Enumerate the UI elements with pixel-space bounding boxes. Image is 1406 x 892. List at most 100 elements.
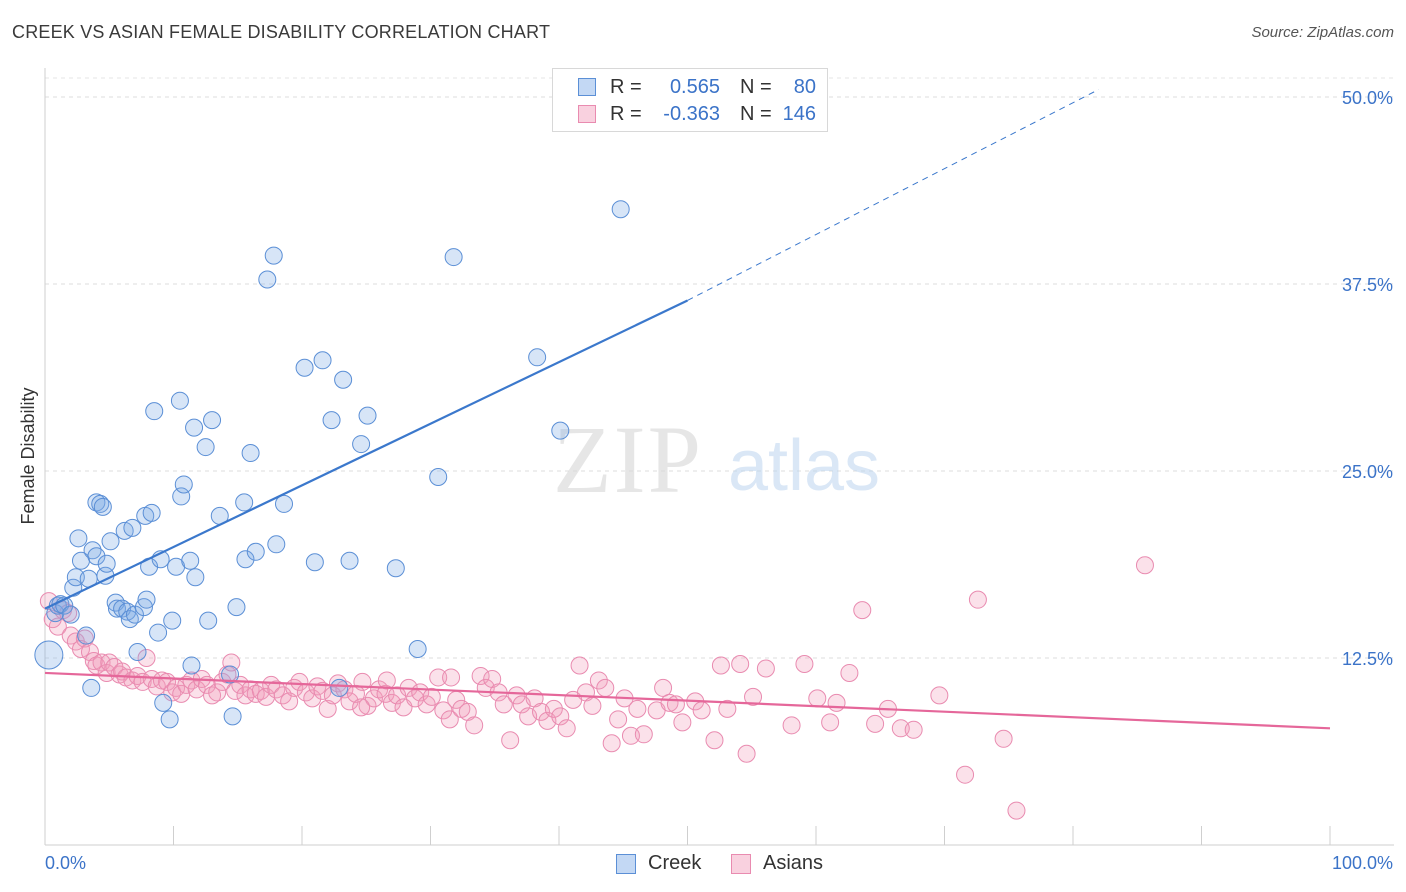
point-creek-70 (340, 551, 359, 570)
point-asians-118 (711, 656, 730, 675)
point-creek-58 (241, 444, 260, 463)
point-asians-125 (795, 654, 814, 673)
trend-extension-creek (687, 89, 1099, 301)
point-asians-101 (583, 696, 602, 715)
point-asians-139 (1007, 801, 1026, 820)
tick-labels: 12.5% 25.0% 37.5% 50.0% 0.0% 100.0% (45, 88, 1393, 873)
point-creek-36 (149, 623, 168, 642)
point-asians-114 (673, 713, 692, 732)
point-asians-61 (340, 692, 359, 711)
point-asians-52 (290, 672, 309, 691)
point-creek-75 (429, 467, 448, 486)
trend-line-asians (44, 671, 1331, 730)
grid-lines (45, 77, 1394, 659)
point-asians-111 (654, 678, 673, 697)
point-creek-62 (267, 535, 286, 554)
point-creek-38 (154, 693, 173, 712)
trend-line-creek (44, 299, 688, 610)
point-creek-50 (199, 611, 218, 630)
point-asians-76 (429, 668, 448, 687)
point-creek-0 (34, 640, 64, 670)
point-creek-49 (196, 438, 215, 457)
point-creek-71 (352, 435, 371, 454)
point-asians-78 (440, 710, 459, 729)
point-asians-67 (376, 684, 395, 703)
point-creek-27 (123, 518, 142, 537)
point-creek-16 (91, 494, 110, 513)
point-asians-128 (827, 693, 846, 712)
point-asians-54 (303, 689, 322, 708)
point-creek-51 (203, 411, 222, 430)
point-asians-129 (840, 663, 859, 682)
legend-r-value: 0.565 (669, 75, 720, 98)
point-creek-5 (61, 605, 80, 624)
trend-lines (44, 89, 1331, 730)
point-asians-131 (866, 714, 885, 733)
point-creek-7 (66, 568, 85, 587)
y-axis-label: Female Disability (18, 387, 38, 524)
point-asians-105 (609, 710, 628, 729)
point-creek-67 (322, 411, 341, 430)
point-asians-116 (692, 701, 711, 720)
point-creek-29 (128, 643, 147, 662)
point-creek-63 (275, 494, 294, 513)
point-creek-22 (107, 599, 126, 618)
point-asians-65 (364, 689, 383, 708)
point-creek-8 (69, 529, 88, 548)
point-asians-134 (904, 720, 923, 739)
point-creek-57 (236, 550, 255, 569)
legend-label-asians: Asians (763, 852, 824, 874)
legend-swatch-creek (616, 853, 636, 874)
point-creek-40 (163, 611, 182, 630)
y-tick-label-1: 25.0% (1342, 462, 1393, 482)
legend-n-label: N = (740, 102, 772, 125)
point-creek-79 (611, 200, 630, 219)
point-asians-130 (853, 601, 872, 620)
point-asians-50 (280, 692, 299, 711)
point-creek-56 (235, 493, 254, 512)
point-creek-12 (82, 678, 101, 697)
point-creek-20 (101, 532, 120, 551)
point-creek-43 (172, 487, 191, 506)
point-asians-109 (634, 725, 653, 744)
legend-n-label: N = (740, 75, 772, 98)
point-asians-44 (246, 684, 265, 703)
point-creek-45 (181, 551, 200, 570)
point-creek-19 (97, 554, 116, 573)
point-asians-142 (377, 671, 396, 690)
point-asians-97 (557, 719, 576, 738)
point-asians-8 (75, 629, 94, 648)
point-creek-46 (182, 656, 201, 675)
point-asians-58 (323, 686, 342, 705)
point-creek-78 (551, 421, 570, 440)
point-creek-34 (142, 503, 161, 522)
point-creek-61 (264, 246, 283, 265)
legend-swatch-asians (578, 105, 596, 123)
point-creek-44 (174, 475, 193, 494)
point-asians-66 (370, 680, 389, 699)
point-asians-138 (994, 729, 1013, 748)
point-asians-107 (621, 726, 640, 745)
point-asians-119 (718, 699, 737, 718)
axes (44, 68, 1394, 846)
point-creek-47 (185, 418, 204, 437)
point-creek-72 (358, 406, 377, 425)
watermark-zip: ZIP (553, 406, 703, 513)
legend-r-label: R = (610, 102, 642, 125)
point-creek-35 (145, 402, 164, 421)
point-creek-73 (386, 559, 405, 578)
point-asians-83 (471, 666, 490, 685)
watermark: ZIP atlas (553, 406, 880, 513)
point-asians-22 (137, 649, 156, 667)
y-tick-label-2: 37.5% (1342, 275, 1393, 295)
point-creek-68 (330, 678, 349, 697)
point-asians-57 (318, 699, 337, 718)
point-creek-32 (137, 590, 156, 609)
y-tick-label-0: 12.5% (1342, 649, 1393, 669)
legend-n-value: 146 (782, 102, 816, 125)
point-asians-117 (705, 731, 724, 750)
point-asians-99 (570, 656, 589, 675)
point-asians-126 (808, 689, 827, 708)
point-asians-96 (551, 707, 570, 726)
